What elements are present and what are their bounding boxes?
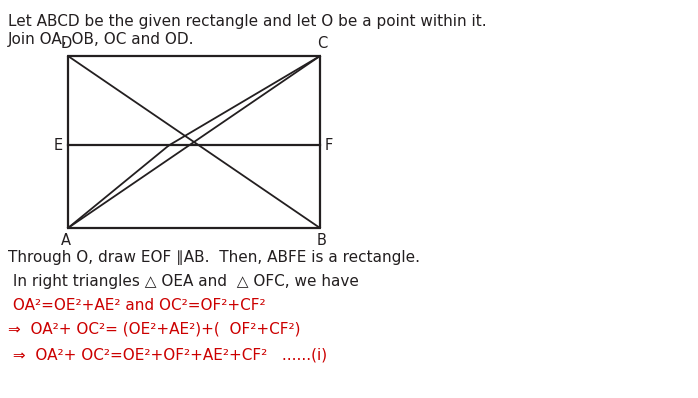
Text: Through O, draw EOF ∥AB.  Then, ABFE is a rectangle.: Through O, draw EOF ∥AB. Then, ABFE is a… [8,250,420,265]
Text: ⇒  OA²+ OC²= (OE²+AE²)+(  OF²+CF²): ⇒ OA²+ OC²= (OE²+AE²)+( OF²+CF²) [8,322,301,337]
Text: C: C [317,36,327,51]
Text: E: E [54,138,63,153]
Text: OA²=OE²+AE² and OC²=OF²+CF²: OA²=OE²+AE² and OC²=OF²+CF² [8,298,266,313]
Text: B: B [317,233,327,248]
Text: In right triangles △ OEA and  △ OFC, we have: In right triangles △ OEA and △ OFC, we h… [8,274,359,289]
Text: Join OA, OB, OC and OD.: Join OA, OB, OC and OD. [8,32,195,47]
Text: D: D [60,36,72,51]
Text: Let ABCD be the given rectangle and let O be a point within it.: Let ABCD be the given rectangle and let … [8,14,487,29]
Text: F: F [325,138,333,153]
Text: A: A [61,233,71,248]
Text: ⇒  OA²+ OC²=OE²+OF²+AE²+CF²   ......(i): ⇒ OA²+ OC²=OE²+OF²+AE²+CF² ......(i) [8,348,327,363]
